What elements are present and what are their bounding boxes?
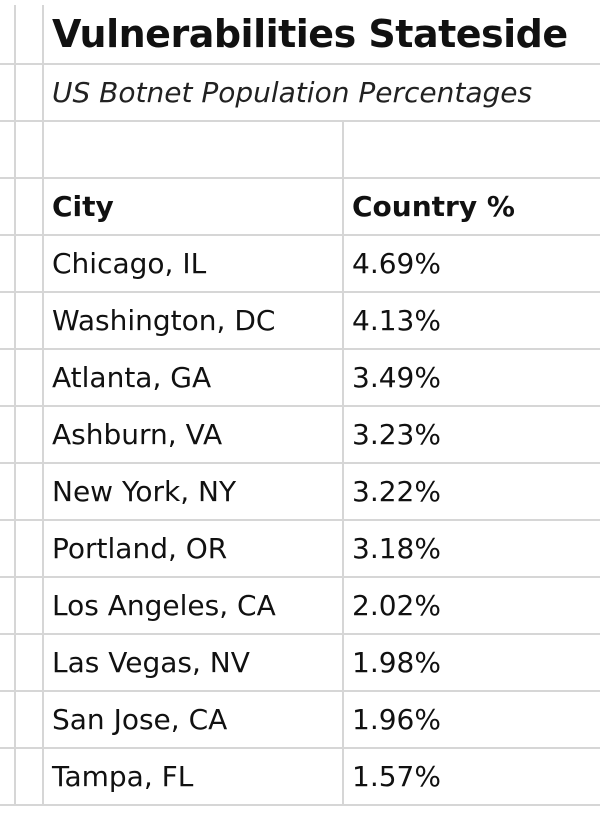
row-gutter bbox=[14, 236, 44, 291]
header-row: City Country % bbox=[0, 179, 600, 236]
city-cell[interactable]: Washington, DC bbox=[44, 293, 344, 348]
header-city[interactable]: City bbox=[44, 179, 344, 234]
table-row: Chicago, IL 4.69% bbox=[0, 236, 600, 293]
city-cell[interactable]: New York, NY bbox=[44, 464, 344, 519]
table-title[interactable]: Vulnerabilities Stateside bbox=[52, 12, 568, 56]
percent-cell[interactable]: 1.57% bbox=[352, 760, 441, 793]
percent-cell[interactable]: 1.96% bbox=[352, 703, 441, 736]
row-gutter bbox=[14, 122, 44, 177]
percent-cell[interactable]: 4.69% bbox=[352, 247, 441, 280]
city-cell[interactable]: San Jose, CA bbox=[44, 692, 344, 747]
row-gutter bbox=[14, 749, 44, 804]
table-subtitle[interactable]: US Botnet Population Percentages bbox=[52, 76, 533, 109]
table-row: Las Vegas, NV 1.98% bbox=[0, 635, 600, 692]
percent-cell[interactable]: 3.23% bbox=[352, 418, 441, 451]
blank-cell-a[interactable] bbox=[44, 122, 344, 177]
subtitle-row: US Botnet Population Percentages bbox=[0, 65, 600, 122]
row-gutter bbox=[14, 692, 44, 747]
row-gutter bbox=[14, 407, 44, 462]
row-gutter bbox=[14, 293, 44, 348]
table-row: Atlanta, GA 3.49% bbox=[0, 350, 600, 407]
row-gutter bbox=[14, 179, 44, 234]
row-gutter bbox=[14, 578, 44, 633]
table-row: Portland, OR 3.18% bbox=[0, 521, 600, 578]
table-row: New York, NY 3.22% bbox=[0, 464, 600, 521]
city-cell[interactable]: Los Angeles, CA bbox=[44, 578, 344, 633]
row-gutter bbox=[14, 5, 44, 63]
blank-cell-b[interactable] bbox=[344, 122, 600, 177]
percent-cell[interactable]: 1.98% bbox=[352, 646, 441, 679]
percent-cell[interactable]: 2.02% bbox=[352, 589, 441, 622]
table-row: Ashburn, VA 3.23% bbox=[0, 407, 600, 464]
percent-cell[interactable]: 3.22% bbox=[352, 475, 441, 508]
row-gutter bbox=[14, 464, 44, 519]
row-gutter bbox=[14, 65, 44, 120]
header-country-percent[interactable]: Country % bbox=[352, 190, 515, 223]
city-cell[interactable]: Las Vegas, NV bbox=[44, 635, 344, 690]
table-row: Washington, DC 4.13% bbox=[0, 293, 600, 350]
city-cell[interactable]: Atlanta, GA bbox=[44, 350, 344, 405]
table-row: Los Angeles, CA 2.02% bbox=[0, 578, 600, 635]
city-cell[interactable]: Tampa, FL bbox=[44, 749, 344, 804]
city-cell[interactable]: Portland, OR bbox=[44, 521, 344, 576]
row-gutter bbox=[14, 521, 44, 576]
percent-cell[interactable]: 3.49% bbox=[352, 361, 441, 394]
table-row: Tampa, FL 1.57% bbox=[0, 749, 600, 806]
percent-cell[interactable]: 4.13% bbox=[352, 304, 441, 337]
table-row: San Jose, CA 1.96% bbox=[0, 692, 600, 749]
blank-row bbox=[0, 122, 600, 179]
city-cell[interactable]: Ashburn, VA bbox=[44, 407, 344, 462]
row-gutter bbox=[14, 635, 44, 690]
row-gutter bbox=[14, 350, 44, 405]
percent-cell[interactable]: 3.18% bbox=[352, 532, 441, 565]
city-cell[interactable]: Chicago, IL bbox=[44, 236, 344, 291]
title-row: Vulnerabilities Stateside bbox=[0, 5, 600, 65]
